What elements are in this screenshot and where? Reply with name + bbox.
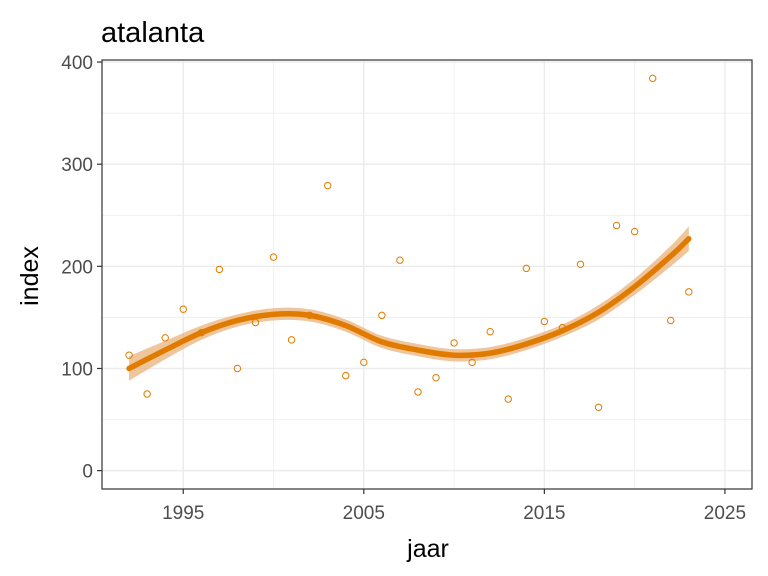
data-point <box>233 364 242 373</box>
data-point <box>558 323 567 332</box>
data-point <box>360 358 368 367</box>
data-point <box>612 221 621 230</box>
data-point <box>630 227 639 236</box>
data-point <box>179 305 187 313</box>
data-point <box>323 181 332 190</box>
data-point <box>540 317 549 326</box>
y-tick-label: 300 <box>61 155 93 176</box>
data-point <box>468 358 476 367</box>
data-point <box>576 260 585 268</box>
data-point <box>504 395 512 403</box>
y-tick-label: 100 <box>61 359 93 380</box>
data-point <box>287 336 296 344</box>
chart-title: atalanta <box>101 17 205 49</box>
y-axis-title: index <box>16 246 44 306</box>
x-tick-label: 1995 <box>162 503 204 524</box>
x-axis: 1995 2005 2015 2025 <box>162 489 746 524</box>
x-axis-title: jaar <box>406 535 449 563</box>
point-layer <box>125 74 693 411</box>
data-point <box>486 328 494 336</box>
data-point <box>414 388 422 396</box>
data-point <box>125 351 133 359</box>
data-point <box>648 74 657 83</box>
data-point <box>197 329 206 337</box>
data-point <box>342 371 350 380</box>
x-tick-label: 2025 <box>704 503 746 524</box>
confidence-band-area <box>129 226 689 381</box>
data-point <box>378 311 386 320</box>
x-tick-label: 2005 <box>343 503 385 524</box>
y-axis: 0 100 200 300 400 <box>61 53 102 483</box>
data-point <box>432 373 440 382</box>
data-point <box>685 288 693 296</box>
y-tick-label: 0 <box>82 462 93 483</box>
data-point <box>215 265 224 274</box>
data-point <box>396 256 404 264</box>
data-point <box>251 318 260 327</box>
data-point <box>269 253 278 261</box>
smooth-line-layer <box>126 236 692 372</box>
data-point <box>450 339 458 347</box>
data-point <box>143 390 151 398</box>
data-point <box>161 334 169 342</box>
confidence-band <box>129 226 689 381</box>
data-point <box>522 264 531 273</box>
data-point <box>594 403 603 411</box>
y-tick-label: 200 <box>61 257 93 278</box>
smooth-trend-line <box>126 236 692 372</box>
data-point <box>305 311 314 320</box>
data-point <box>667 316 675 325</box>
x-tick-label: 2015 <box>523 503 565 524</box>
y-tick-label: 400 <box>61 53 93 74</box>
panel-border <box>101 59 753 490</box>
